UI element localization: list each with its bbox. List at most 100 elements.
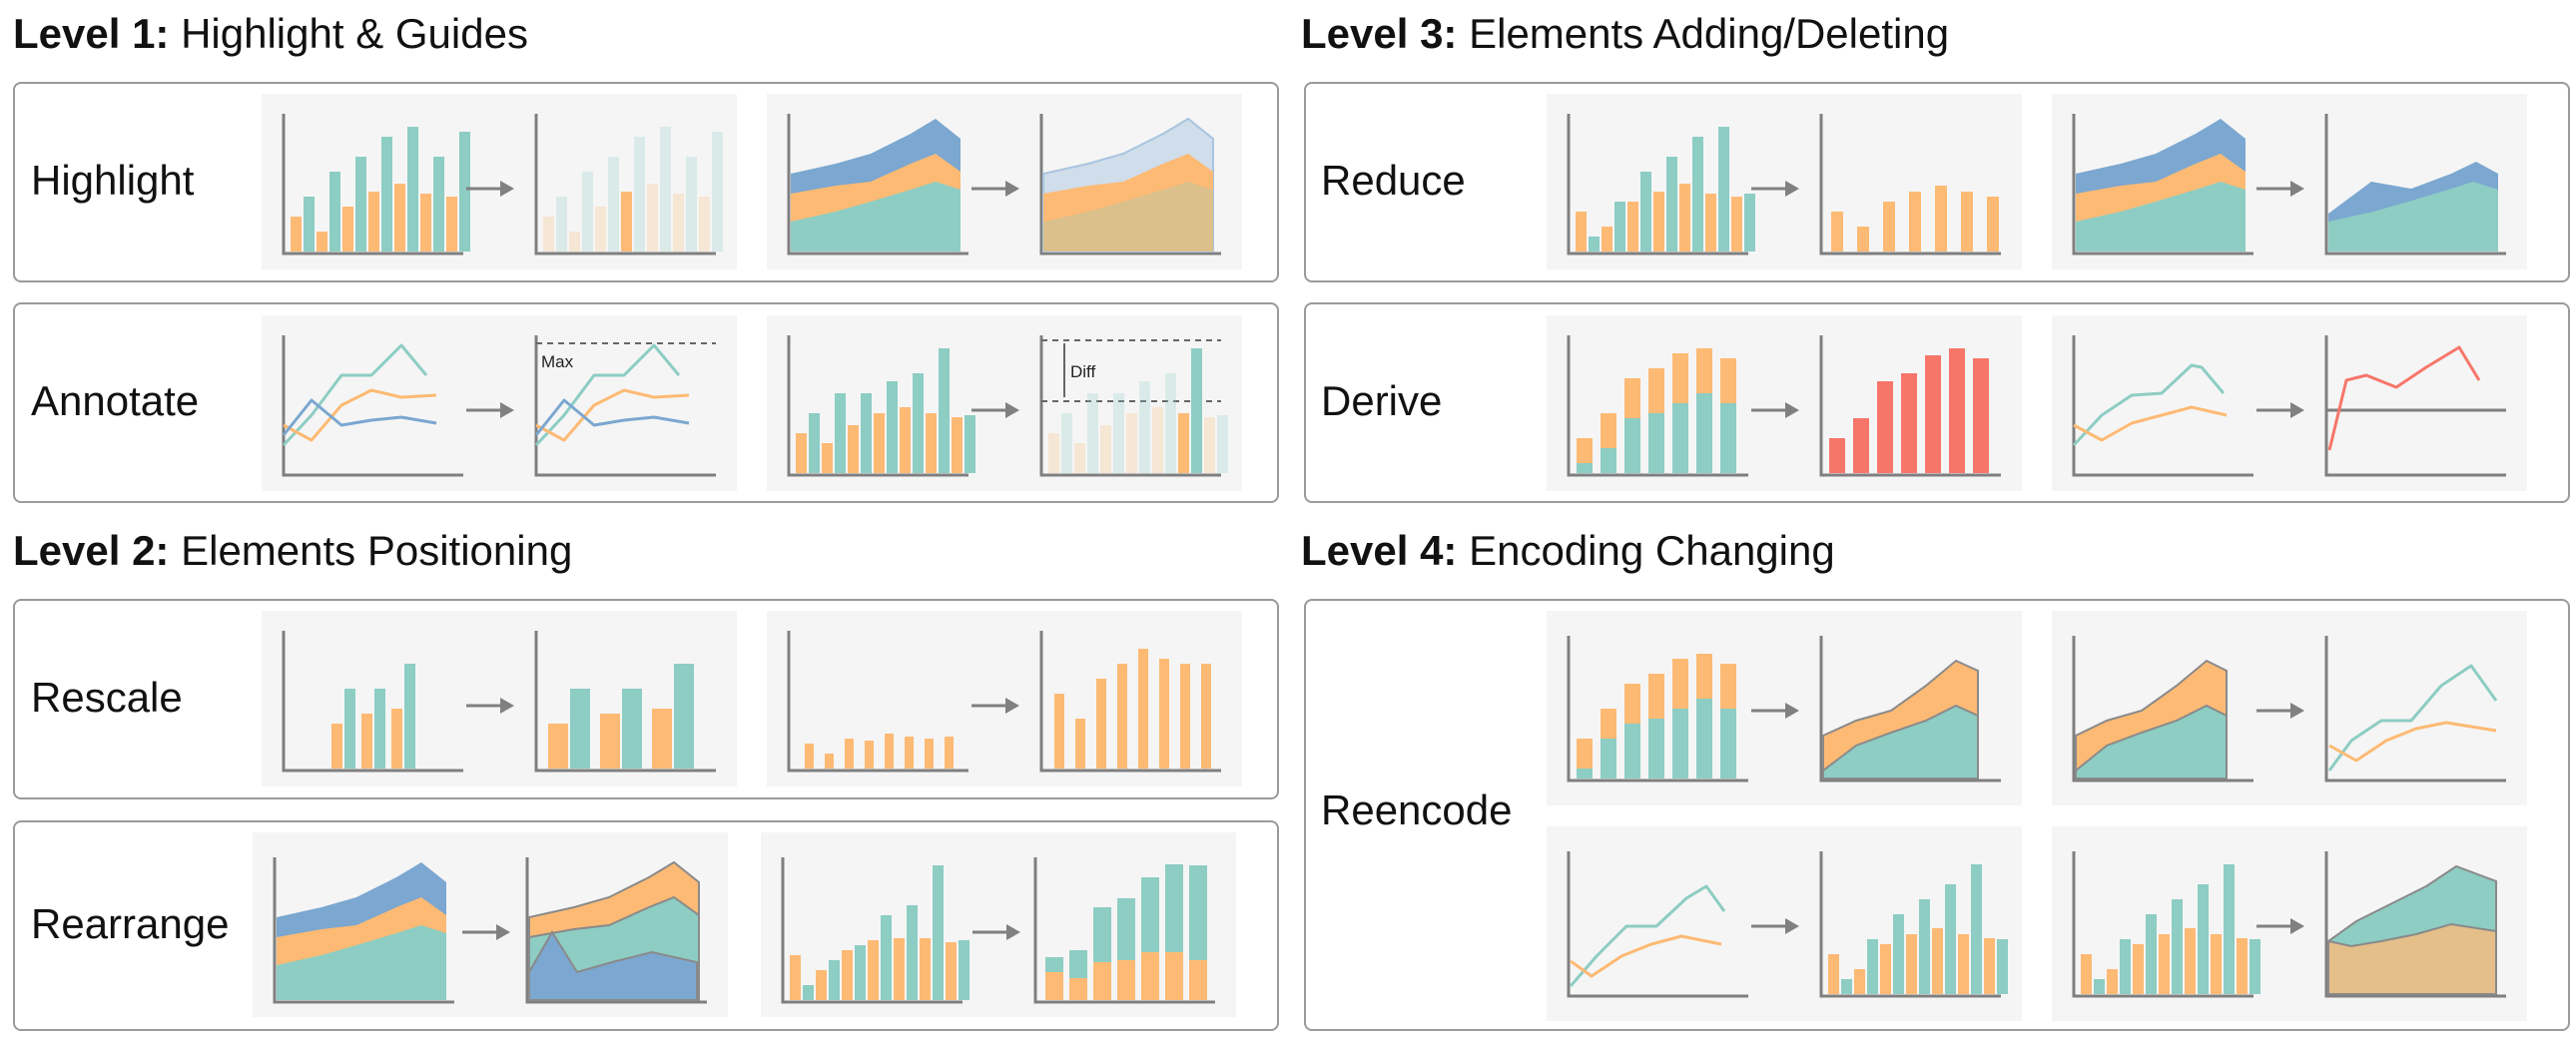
ab-before-teal-2 — [861, 393, 872, 473]
panel-reencode-area-line — [2052, 611, 2527, 805]
rd-after-bar-6 — [1987, 197, 1999, 252]
ab-before-teal-0 — [809, 413, 820, 473]
ab-before-orange-3 — [874, 413, 885, 473]
hl-after-orange-3 — [621, 192, 632, 252]
rd-arrow-head — [1785, 181, 1799, 197]
panel-reencode-bars-area-svg — [2072, 851, 2506, 998]
panel-highlight-bars — [262, 94, 737, 269]
hl-after-orange-5 — [673, 194, 684, 252]
rd-before-teal-6 — [1744, 194, 1755, 252]
rea-before-low-4 — [1672, 709, 1688, 779]
panel-highlight-areas — [767, 94, 1242, 269]
rs2-before-axis — [787, 631, 968, 773]
rst-after-low-5 — [1165, 952, 1183, 1000]
level-2-strong: Level 2: — [13, 527, 170, 574]
ab-arrow-head — [1005, 402, 1019, 418]
rs2-after-bar-5 — [1159, 659, 1169, 769]
rda-after-low — [2328, 182, 2498, 252]
ab-after-teal-1 — [1087, 393, 1098, 473]
rba-before-axis — [2072, 851, 2254, 998]
dv-before-high-5 — [1696, 348, 1712, 393]
rs2-after-bar-1 — [1075, 719, 1085, 769]
rs-before-orange-2 — [391, 709, 402, 769]
ab-before-orange-2 — [848, 425, 859, 473]
row-label-reencode: Reencode — [1321, 786, 1513, 833]
ra-arrow-head — [496, 924, 510, 940]
dv-before-high-2 — [1624, 378, 1640, 418]
rea-before-high-1 — [1601, 709, 1616, 739]
ral-after-orange — [2328, 721, 2497, 763]
rs2-after-axis — [1039, 631, 1221, 773]
ab-after-orange-4 — [1152, 407, 1163, 473]
ab-after-teal-5 — [1191, 348, 1202, 473]
rba-before-teal-3 — [2172, 899, 2183, 994]
rd-after-bar-5 — [1961, 192, 1973, 252]
level-3-text: Elements Adding/Deleting — [1469, 10, 1950, 57]
rs2-before-bar-3 — [865, 741, 874, 769]
dv-after-bar-3 — [1901, 373, 1917, 473]
rd-before-orange-2 — [1627, 202, 1638, 252]
ha-after-low — [1043, 182, 1213, 252]
rea-before-high-4 — [1672, 659, 1688, 709]
rea-before-low-6 — [1720, 709, 1736, 779]
rd-after-bar-2 — [1883, 202, 1895, 252]
rea-after-teal — [1822, 704, 1979, 779]
hl-after-orange-6 — [699, 197, 710, 252]
rea-before-axis — [1567, 636, 1748, 782]
rst-before-orange-6 — [946, 942, 957, 1000]
rs-after-orange-1 — [600, 714, 620, 769]
rea-before-high-3 — [1648, 674, 1664, 719]
rba-before-teal-4 — [2198, 884, 2209, 994]
rlb-after-orange-6 — [1984, 938, 1995, 994]
ab-before-teal-3 — [887, 381, 898, 473]
rst-after-high-1 — [1069, 950, 1087, 978]
level-4-text: Encoding Changing — [1469, 527, 1835, 574]
rst-after-low-2 — [1093, 962, 1111, 1000]
rst-after-high-3 — [1117, 898, 1135, 960]
rs-before-teal-1 — [374, 689, 385, 769]
panel-rescale-bars-svg — [282, 631, 716, 773]
rea-before-high-6 — [1720, 664, 1736, 709]
al-after-teal — [534, 343, 681, 447]
rlb-after-orange-4 — [1932, 928, 1943, 994]
rlb-after-orange-3 — [1906, 934, 1917, 994]
hl-after-teal-3 — [634, 137, 645, 252]
hl-before-teal-1 — [329, 172, 340, 252]
rd-before-teal-4 — [1692, 137, 1703, 252]
rst-after-high-5 — [1165, 864, 1183, 952]
rlb-before-teal — [1569, 884, 1726, 987]
al-arrow-head — [500, 402, 514, 418]
ab-after-teal-2 — [1113, 393, 1124, 473]
rs-after-teal-1 — [622, 689, 642, 769]
panel-reencode-bars-area — [2052, 826, 2527, 1021]
dl-after-red — [2327, 345, 2481, 451]
rst-after-low-1 — [1069, 978, 1087, 1000]
rst-before-teal-0 — [803, 985, 814, 1000]
al-max-label: Max — [541, 352, 574, 371]
dv-before-high-0 — [1577, 438, 1593, 463]
rd-before-axis — [1567, 114, 1748, 256]
ab-after-teal-0 — [1061, 413, 1072, 473]
dv-before-low-0 — [1577, 463, 1593, 473]
ab-after-orange-1 — [1074, 443, 1085, 473]
rd-before-teal-2 — [1640, 172, 1651, 252]
panel-reduce-areas-svg — [2072, 114, 2506, 256]
hl-after-teal-1 — [582, 172, 593, 252]
ab-before-orange-6 — [952, 417, 963, 473]
al-after-orange — [535, 388, 690, 442]
dv-after-bar-0 — [1829, 438, 1845, 473]
rst-after-low-6 — [1189, 960, 1207, 1000]
dl-before-axis — [2072, 335, 2254, 477]
rst-before-orange-4 — [894, 938, 905, 1000]
ab-after-axis — [1039, 335, 1221, 477]
rba-before-orange-6 — [2237, 938, 2248, 994]
ab-after-teal-6 — [1217, 415, 1228, 473]
rea-before-low-3 — [1648, 719, 1664, 779]
rs2-before-bar-2 — [845, 739, 854, 769]
ab-after-teal-4 — [1165, 373, 1176, 473]
hl-after-teal-4 — [660, 127, 671, 252]
dl-before-teal — [2072, 363, 2226, 447]
rba-before-teal-6 — [2250, 939, 2260, 994]
ab-before-orange-5 — [926, 413, 937, 473]
dv-before-high-4 — [1672, 353, 1688, 403]
